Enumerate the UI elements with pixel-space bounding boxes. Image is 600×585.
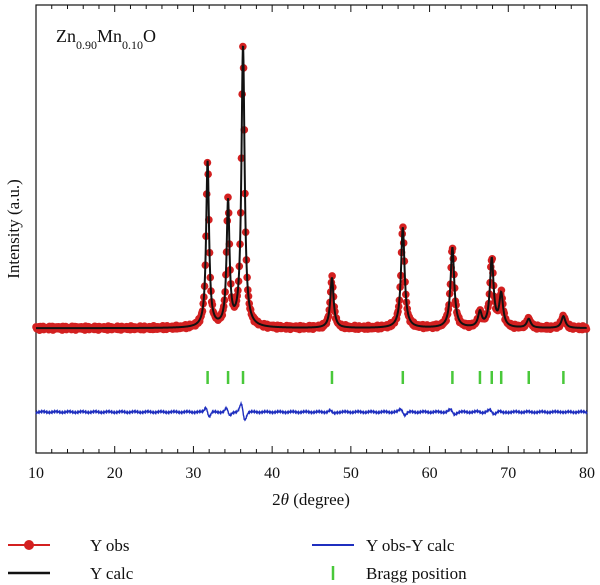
y-obs-point <box>328 272 336 280</box>
legend-item-y-obs: Y obs <box>8 536 130 555</box>
x-tick-label: 10 <box>28 465 44 482</box>
difference-line <box>35 400 588 422</box>
legend-label-difference: Y obs-Y calc <box>366 536 455 555</box>
y-axis-title: Intensity (a.u.) <box>4 179 23 279</box>
plot-frame <box>35 4 588 454</box>
x-axis-title: 2θ (degree) <box>272 490 350 509</box>
legend-label-y-obs: Y obs <box>90 536 130 555</box>
composition-annotation: Zn0.90Mn0.10O <box>56 26 156 52</box>
y-obs-series <box>32 42 591 334</box>
y-obs-point <box>497 286 506 295</box>
bragg-markers <box>206 371 565 384</box>
y-obs-point <box>582 325 591 333</box>
legend-item-difference: Y obs-Y calc <box>312 536 455 555</box>
legend-item-bragg: Bragg position <box>331 564 467 583</box>
x-tick-label: 20 <box>107 465 123 482</box>
x-tick-label: 60 <box>422 465 438 482</box>
x-tick-label: 70 <box>500 465 516 482</box>
x-tick-label: 50 <box>343 465 359 482</box>
x-axis-ticks <box>35 5 588 453</box>
x-tick-label: 80 <box>579 465 595 482</box>
legend-label-y-calc: Y calc <box>90 564 134 583</box>
x-tick-label: 40 <box>264 465 280 482</box>
y-calc-line <box>36 45 587 330</box>
legend-item-y-calc: Y calc <box>8 564 134 583</box>
legend-marker-y-obs <box>24 540 34 550</box>
x-tick-label: 30 <box>185 465 201 482</box>
legend-label-bragg: Bragg position <box>366 564 467 583</box>
y-obs-point <box>224 193 232 202</box>
legend: Y obs Y calc Y obs-Y calc Bragg position <box>8 536 467 583</box>
x-axis-tick-labels: 10 20 30 40 50 60 70 80 <box>28 465 595 482</box>
